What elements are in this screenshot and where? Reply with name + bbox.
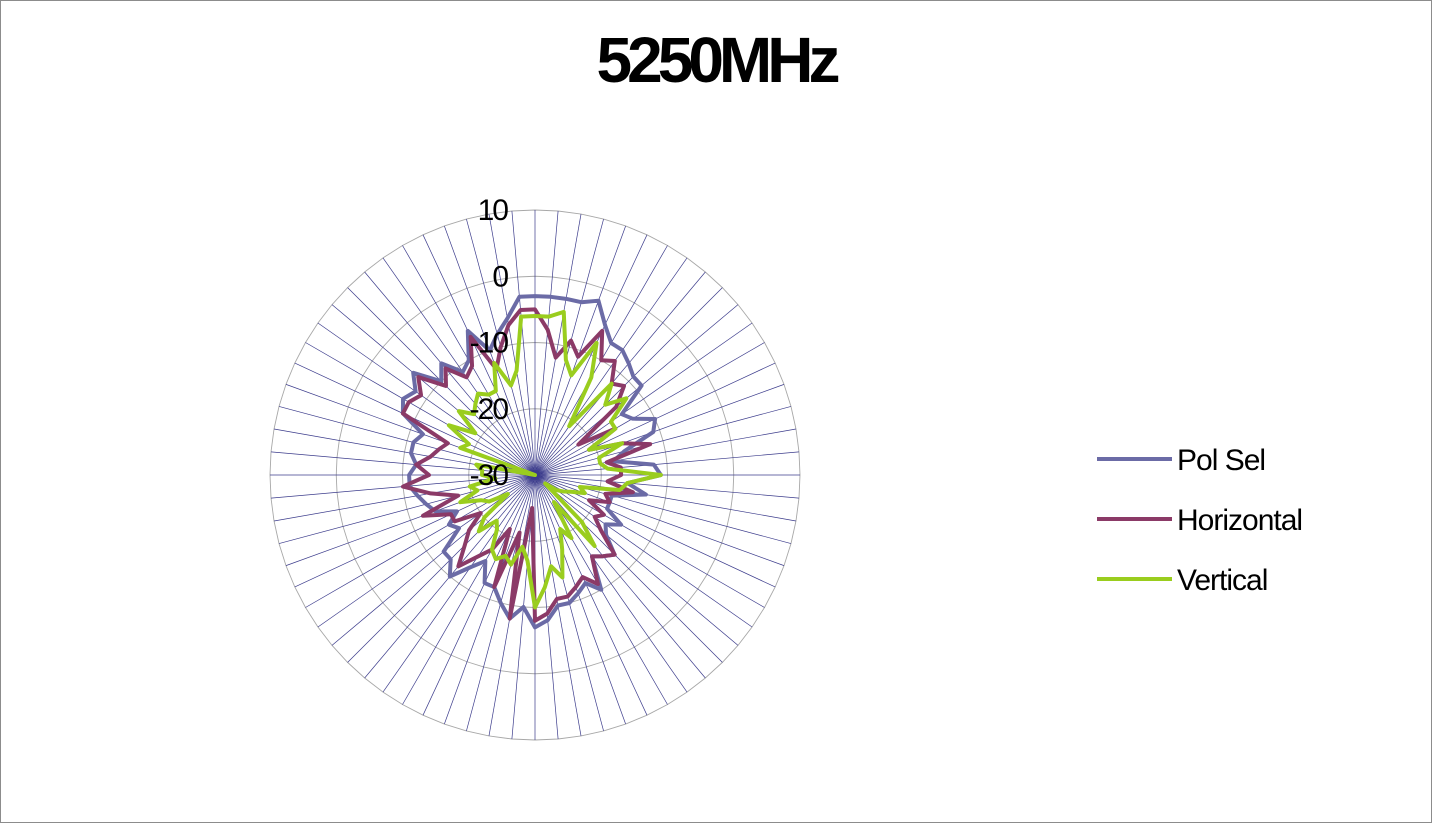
spoke xyxy=(511,210,536,476)
legend: Pol Sel Horizontal Vertical xyxy=(1097,444,1303,597)
spoke xyxy=(422,234,536,476)
spoke xyxy=(270,451,536,476)
spoke xyxy=(534,474,797,522)
tick-label: 0 xyxy=(492,260,508,293)
spoke xyxy=(278,406,536,476)
spoke xyxy=(534,234,648,476)
spoke xyxy=(534,213,582,476)
tick-label: -20 xyxy=(470,393,509,426)
spoke xyxy=(444,474,536,725)
spoke xyxy=(534,406,792,476)
spoke xyxy=(534,257,688,476)
spoke xyxy=(294,474,536,588)
legend-label: Horizontal xyxy=(1177,504,1302,537)
spoke xyxy=(331,304,536,476)
series-vertical xyxy=(446,309,663,610)
chart-title: 5250MHz xyxy=(596,24,841,96)
spoke xyxy=(534,474,800,499)
spoke xyxy=(534,474,648,716)
spoke xyxy=(534,322,753,476)
spoke xyxy=(534,210,559,476)
legend-label: Pol Sel xyxy=(1177,444,1265,477)
spoke xyxy=(534,474,753,628)
spoke xyxy=(534,225,626,476)
spoke xyxy=(534,287,723,476)
radar-grid xyxy=(269,209,801,741)
spoke xyxy=(382,257,536,476)
tick-label: 10 xyxy=(478,194,509,227)
spoke xyxy=(534,474,559,740)
tick-label: -30 xyxy=(470,459,509,492)
spoke xyxy=(534,474,739,646)
spoke xyxy=(364,271,536,476)
spoke xyxy=(534,474,706,679)
spoke xyxy=(534,428,797,476)
spoke xyxy=(422,474,536,716)
spoke xyxy=(534,342,765,476)
spoke xyxy=(278,474,536,544)
tick-label: -10 xyxy=(470,327,509,360)
spoke xyxy=(534,474,626,725)
spoke xyxy=(488,213,536,476)
spoke xyxy=(317,322,536,476)
spoke xyxy=(534,384,785,476)
spoke xyxy=(273,474,536,522)
spoke xyxy=(402,474,536,705)
radar-series xyxy=(400,294,663,630)
spoke xyxy=(285,474,536,566)
spoke xyxy=(534,218,604,476)
spoke xyxy=(534,474,792,544)
spoke xyxy=(534,271,706,476)
series-pol-sel xyxy=(400,294,663,630)
spoke xyxy=(534,451,800,476)
spoke xyxy=(534,474,785,566)
spoke xyxy=(382,474,536,693)
legend-label: Vertical xyxy=(1177,564,1267,597)
spoke xyxy=(534,474,765,608)
spoke xyxy=(305,342,536,476)
radial-tick-labels: 10 0 -10 -20 -30 xyxy=(470,194,511,492)
spoke xyxy=(347,474,536,663)
